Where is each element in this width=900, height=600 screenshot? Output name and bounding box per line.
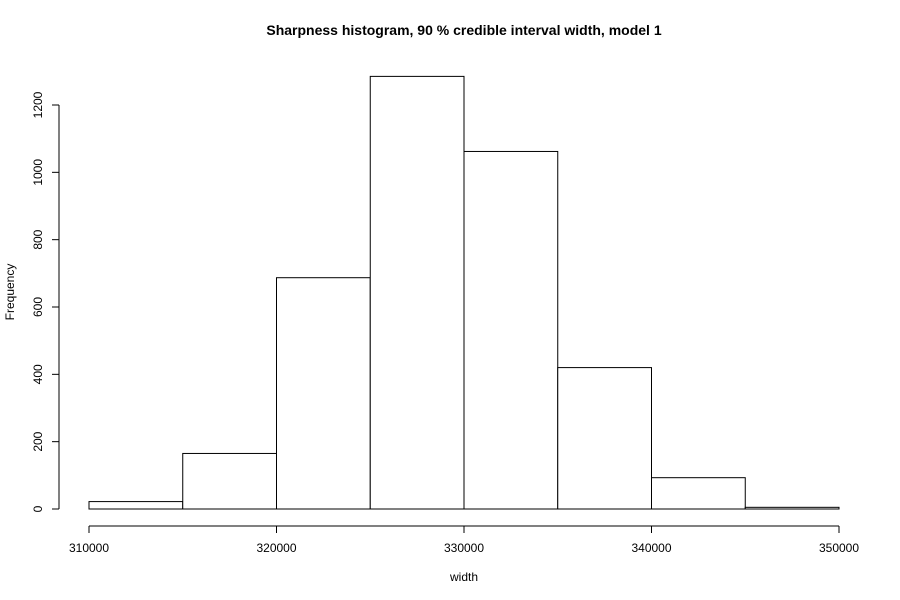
histogram-bar-3 — [276, 277, 371, 510]
y-axis: 0 200 400 600 800 1000 1200 — [31, 91, 60, 512]
y-tick-label: 800 — [31, 229, 45, 249]
x-tick-label: 350000 — [819, 541, 859, 555]
x-axis: 310000 320000 330000 340000 350000 — [69, 525, 859, 555]
y-tick-label: 1000 — [31, 159, 45, 186]
y-tick-label: 600 — [31, 297, 45, 317]
histogram-bar-2 — [182, 452, 277, 510]
bars-group — [88, 75, 840, 510]
y-axis-label: Frequency — [3, 264, 17, 321]
histogram-bar-8 — [744, 506, 840, 510]
y-tick-label: 400 — [31, 364, 45, 384]
histogram-bar-1 — [88, 501, 184, 510]
y-tick-label: 0 — [31, 505, 45, 512]
x-tick-label: 310000 — [69, 541, 109, 555]
histogram-bar-6 — [557, 367, 652, 510]
y-tick-label: 200 — [31, 431, 45, 451]
histogram-bar-5 — [463, 150, 559, 510]
x-tick-label: 330000 — [444, 541, 484, 555]
x-tick-label: 320000 — [256, 541, 296, 555]
y-tick-label: 1200 — [31, 91, 45, 118]
histogram-bar-4 — [369, 75, 465, 510]
x-axis-label: width — [449, 570, 478, 584]
chart-title: Sharpness histogram, 90 % credible inter… — [266, 22, 661, 38]
x-tick-label: 340000 — [631, 541, 671, 555]
histogram-bar-7 — [651, 477, 746, 510]
